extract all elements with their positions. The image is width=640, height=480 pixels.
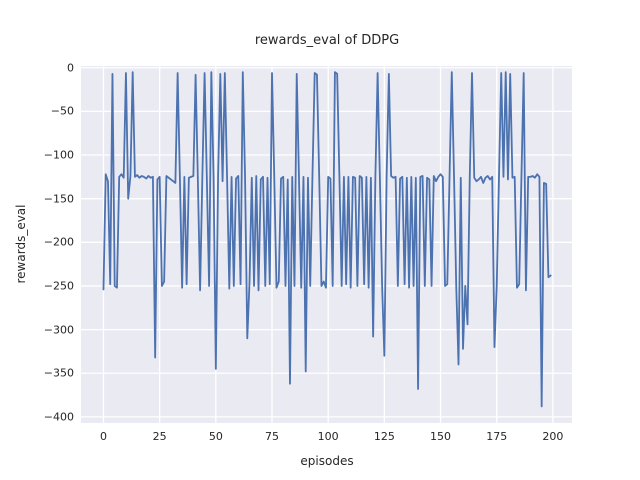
x-tick-label: 25 <box>152 430 167 443</box>
x-tick-label: 75 <box>265 430 279 443</box>
y-tick-label: −50 <box>50 104 74 118</box>
x-tick-label: 150 <box>430 430 452 443</box>
x-tick-label: 50 <box>208 430 223 443</box>
chart-title: rewards_eval of DDPG <box>254 33 400 48</box>
x-tick-label: 125 <box>373 430 395 443</box>
x-axis-label: episodes <box>300 454 354 468</box>
y-tick-label: −400 <box>43 410 74 424</box>
y-tick-label: −250 <box>43 279 74 293</box>
y-tick-label: −150 <box>43 192 74 206</box>
rewards-line <box>102 71 552 408</box>
y-tick-label: −300 <box>43 323 74 337</box>
y-tick-label: −350 <box>43 366 74 380</box>
y-tick-label: −200 <box>43 235 74 249</box>
x-tick-label: 0 <box>99 430 107 443</box>
y-axis-label: rewards_eval <box>14 204 28 284</box>
x-tick-label: 100 <box>317 430 339 443</box>
y-tick-label: −100 <box>43 148 74 162</box>
y-tick-label: 0 <box>67 61 74 75</box>
x-tick-label: 175 <box>486 430 508 443</box>
x-tick-label: 200 <box>542 430 564 443</box>
